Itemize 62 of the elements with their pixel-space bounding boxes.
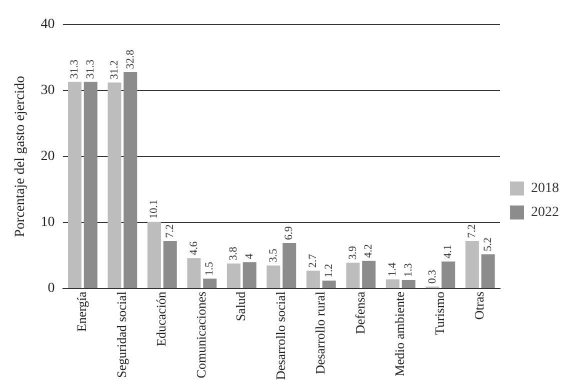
data-label: 6.9	[283, 226, 296, 240]
data-label: 4.6	[188, 240, 200, 256]
y-tick-label: 0	[48, 281, 55, 296]
bar	[266, 265, 280, 288]
data-label: 5.2	[482, 237, 494, 252]
legend-label: 2018	[531, 181, 559, 196]
y-axis-title: Porcentaje del gasto ejercido	[13, 76, 28, 238]
bar	[163, 241, 177, 288]
data-label: 3.5	[267, 248, 280, 262]
x-tick-label: Salud	[233, 291, 248, 322]
bar	[442, 261, 456, 288]
x-tick-label: Otras	[472, 292, 487, 320]
data-label: 10.1	[148, 200, 160, 219]
bar	[346, 262, 360, 288]
data-label: 7.2	[164, 224, 176, 238]
data-label: 32.8	[124, 49, 136, 69]
y-tick-label: 10	[40, 215, 55, 230]
bar	[282, 242, 296, 288]
data-label: 1.4	[386, 262, 399, 276]
data-label: 4.2	[362, 244, 375, 258]
bar	[203, 278, 217, 288]
data-label: 0.3	[426, 269, 438, 284]
bar	[226, 263, 240, 288]
x-tick-label: Medio ambiente	[392, 291, 408, 376]
y-tick-label: 20	[40, 149, 55, 164]
y-tick-label: 30	[40, 83, 55, 98]
x-tick-label: Turismo	[432, 292, 447, 336]
data-label: 2.7	[307, 253, 320, 268]
x-tick-label: Comunicaciones	[193, 292, 208, 378]
x-tick-label: Desarrollo social	[272, 291, 288, 380]
bar	[402, 280, 416, 288]
data-label: 4	[243, 253, 256, 260]
data-label: 1.3	[402, 262, 414, 277]
bar	[481, 254, 495, 288]
data-label: 1.5	[204, 261, 216, 276]
data-label: 1.2	[322, 264, 335, 278]
x-tick-label: Energía	[74, 291, 90, 332]
data-label: 31.3	[84, 59, 97, 79]
data-label: 7.2	[466, 224, 478, 238]
bar	[465, 241, 479, 288]
bar	[108, 82, 122, 288]
x-tick-label: Seguridad social	[114, 291, 129, 378]
y-tick-label: 40	[40, 17, 55, 32]
bar	[84, 82, 98, 288]
x-tick-label: Defensa	[352, 291, 368, 334]
bar	[306, 270, 320, 288]
bar	[362, 260, 376, 288]
data-label: 3.8	[228, 246, 240, 260]
bar	[242, 262, 256, 288]
data-label: 3.9	[346, 246, 359, 260]
bar	[187, 258, 201, 288]
bar	[386, 279, 400, 288]
bar	[124, 72, 138, 288]
bar	[147, 222, 161, 288]
data-label: 31.3	[68, 59, 81, 79]
bar	[322, 280, 336, 288]
data-label: 31.2	[108, 60, 120, 80]
x-tick-label: Educación	[154, 291, 169, 346]
x-tick-label: Desarrollo rural	[312, 291, 328, 374]
legend-label: 2022	[531, 205, 559, 220]
bar	[68, 82, 82, 288]
data-label: 4.1	[442, 244, 454, 258]
